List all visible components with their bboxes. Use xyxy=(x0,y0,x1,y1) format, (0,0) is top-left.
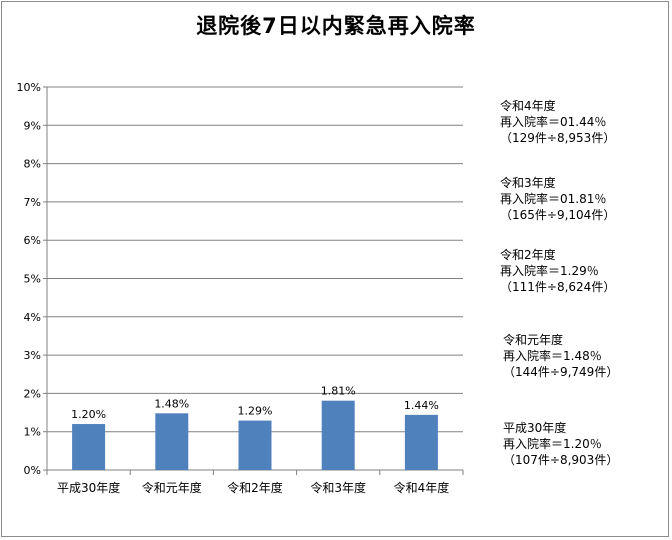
annotation-reiwa4: 令和4年度 再入院率＝01.44％ （129件÷8,953件） xyxy=(500,98,615,146)
bar xyxy=(321,400,355,470)
annotation-reiwa3: 令和3年度 再入院率＝01.81％ （165件÷9,104件） xyxy=(500,175,615,223)
annotation-year: 令和3年度 xyxy=(500,176,556,190)
y-tick-label: 7% xyxy=(24,196,41,209)
data-label: 1.44% xyxy=(404,399,439,412)
annotation-year: 平成30年度 xyxy=(503,421,567,435)
y-tick-label: 6% xyxy=(24,234,41,247)
annotation-rate: 再入院率＝01.81％ xyxy=(500,192,607,206)
annotation-rate: 再入院率＝1.48％ xyxy=(503,349,602,363)
annotation-heisei30: 平成30年度 再入院率＝1.20％ （107件÷8,903件） xyxy=(503,420,618,468)
annotation-year: 令和元年度 xyxy=(503,333,564,347)
y-tick-label: 10% xyxy=(17,81,41,94)
annotation-detail: （144件÷9,749件） xyxy=(503,365,619,379)
annotation-detail: （107件÷8,903件） xyxy=(503,453,619,467)
x-tick-label: 令和2年度 xyxy=(227,480,283,495)
bar xyxy=(72,424,106,470)
chart-title: 退院後7日以内緊急再入院率 xyxy=(196,14,476,38)
x-tick-label: 令和元年度 xyxy=(142,480,202,495)
y-tick-label: 9% xyxy=(24,119,41,132)
y-tick-label: 3% xyxy=(24,349,41,362)
data-label: 1.48% xyxy=(154,397,189,410)
annotation-reiwa2: 令和2年度 再入院率＝1.29％ （111件÷8,624件） xyxy=(500,247,615,295)
annotation-detail: （165件÷9,104件） xyxy=(500,208,616,222)
y-tick-label: 4% xyxy=(24,311,41,324)
bar xyxy=(404,414,438,470)
data-label: 1.29% xyxy=(238,405,273,418)
annotation-rate: 再入院率＝1.29％ xyxy=(500,264,599,278)
y-tick-label: 2% xyxy=(24,387,41,400)
y-tick-label: 5% xyxy=(24,273,41,286)
annotation-rate: 再入院率＝01.44％ xyxy=(500,115,607,129)
annotation-year: 令和2年度 xyxy=(500,248,556,262)
y-tick-label: 0% xyxy=(24,464,41,477)
bar xyxy=(238,420,272,470)
data-label: 1.20% xyxy=(71,408,106,421)
bar xyxy=(155,413,189,470)
annotation-detail: （129件÷8,953件） xyxy=(500,131,616,145)
x-tick-label: 令和3年度 xyxy=(310,480,366,495)
data-label: 1.81% xyxy=(321,385,356,398)
x-tick-label: 平成30年度 xyxy=(57,480,120,495)
annotation-year: 令和4年度 xyxy=(500,99,556,113)
annotation-rate: 再入院率＝1.20％ xyxy=(503,437,602,451)
x-tick-label: 令和4年度 xyxy=(394,480,450,495)
y-tick-label: 8% xyxy=(24,158,41,171)
annotation-reiwa-gan: 令和元年度 再入院率＝1.48％ （144件÷9,749件） xyxy=(503,332,618,380)
y-tick-label: 1% xyxy=(24,426,41,439)
annotation-detail: （111件÷8,624件） xyxy=(500,280,616,294)
